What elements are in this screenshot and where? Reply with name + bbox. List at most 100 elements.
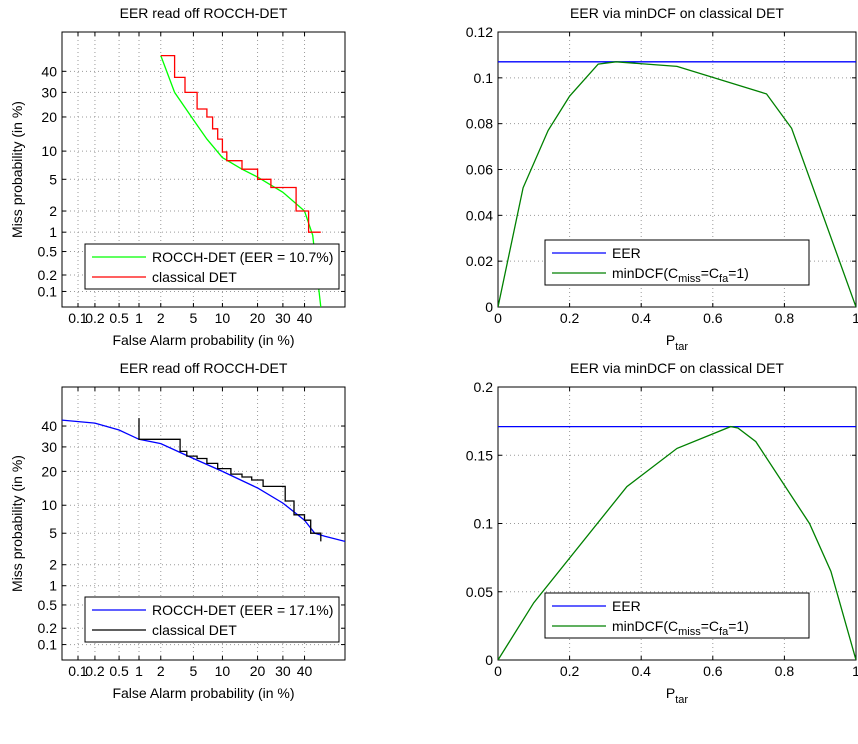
x-tick-label: 20 — [250, 663, 266, 679]
x-tick-label: 0.4 — [631, 310, 651, 326]
x-tick-label: 40 — [297, 310, 313, 326]
legend: ROCCH-DET (EER = 10.7%) classical DET — [84, 243, 340, 290]
y-tick-label: 5 — [49, 171, 57, 187]
x-tick-label: 0.2 — [85, 663, 105, 679]
y-tick-label: 2 — [49, 557, 57, 573]
x-tick-label: 1 — [852, 663, 858, 679]
legend-label: minDCF(Cmiss=Cfa=1) — [612, 265, 749, 285]
legend: EER minDCF(Cmiss=Cfa=1) — [544, 592, 810, 639]
x-tick-label: 10 — [215, 310, 231, 326]
x-tick-label: 10 — [215, 663, 231, 679]
series-line-2 — [160, 54, 321, 233]
legend-label: ROCCH-DET (EER = 17.1%) — [152, 602, 333, 618]
legend-text-part: =1) — [728, 265, 749, 281]
x-tick-label: 2 — [157, 310, 165, 326]
x-tick-label: 0.8 — [775, 663, 795, 679]
x-tick-label: 5 — [190, 663, 198, 679]
legend-text-part: ROCCH-DET (EER = 10.7%) — [152, 249, 333, 265]
series-line-2 — [138, 418, 322, 542]
y-tick-label: 5 — [49, 525, 57, 541]
y-tick-label: 0 — [485, 299, 493, 315]
x-tick-label: 1 — [135, 663, 143, 679]
legend-text-part: EER — [612, 245, 641, 261]
x-axis-label: False Alarm probability (in %) — [112, 685, 294, 701]
legend-text-part: =1) — [728, 618, 749, 634]
y-tick-label: 0.1 — [38, 283, 58, 299]
y-tick-label: 0 — [485, 652, 493, 668]
chart-2: 0 0.2 0.4 0.6 0.8 1 0 0.02 0.04 0.06 0.08 0.1 0.12 EE… — [466, 5, 858, 353]
y-tick-label: 30 — [41, 439, 57, 455]
y-tick-label: 30 — [41, 84, 57, 100]
y-tick-label: 0.1 — [474, 70, 494, 86]
x-tick-label: 0 — [494, 663, 502, 679]
legend-text-part: miss — [678, 273, 701, 285]
y-tick-label: 2 — [49, 203, 57, 219]
y-tick-label: 1 — [49, 578, 57, 594]
legend-label: classical DET — [152, 269, 237, 285]
legend-box — [84, 243, 340, 290]
x-axis-label: Ptar — [666, 685, 689, 706]
y-tick-label: 0.06 — [466, 162, 493, 178]
x-axis-label-sub: tar — [675, 341, 688, 353]
x-tick-label: 0.6 — [703, 663, 723, 679]
y-axis-label: Miss probability (in %) — [9, 455, 25, 592]
legend: ROCCH-DET (EER = 17.1%) classical DET — [84, 596, 340, 643]
series-line-2 — [498, 61, 856, 307]
legend-text-part: miss — [678, 626, 701, 638]
y-axis-label: Miss probability (in %) — [9, 101, 25, 238]
y-tick-label: 0.08 — [466, 116, 493, 132]
x-tick-label: 30 — [275, 663, 291, 679]
plot-area — [61, 386, 346, 661]
legend: EER minDCF(Cmiss=Cfa=1) — [544, 239, 810, 286]
y-tick-label: 0.2 — [38, 620, 58, 636]
grid — [498, 387, 856, 660]
x-axis-label-main: P — [666, 685, 675, 701]
legend-label: classical DET — [152, 622, 237, 638]
legend-text-part: =C — [701, 618, 719, 634]
x-axis-label-main: False Alarm probability (in %) — [112, 685, 294, 701]
x-axis-label-main: P — [666, 332, 675, 348]
x-tick-label: 5 — [190, 310, 198, 326]
grid — [62, 387, 345, 660]
y-tick-label: 0.2 — [474, 379, 494, 395]
legend-text-part: EER — [612, 598, 641, 614]
legend-text-part: fa — [719, 273, 729, 285]
chart-title: EER read off ROCCH-DET — [120, 360, 288, 376]
y-tick-label: 0.5 — [38, 244, 58, 260]
x-tick-label: 0.5 — [109, 310, 129, 326]
y-tick-label: 0.04 — [466, 207, 493, 223]
legend-label: EER — [612, 245, 641, 261]
x-tick-label: 0.1 — [68, 310, 88, 326]
y-tick-label: 0.1 — [474, 516, 494, 532]
x-axis-label: False Alarm probability (in %) — [112, 332, 294, 348]
x-tick-label: 0.4 — [631, 663, 651, 679]
y-tick-label: 0.2 — [38, 267, 58, 283]
y-tick-label: 10 — [41, 143, 57, 159]
chart-title: EER via minDCF on classical DET — [570, 360, 784, 376]
legend-box — [84, 596, 340, 643]
plot-area — [61, 31, 346, 308]
legend-text-part: minDCF(C — [612, 618, 678, 634]
y-tick-label: 0.5 — [38, 597, 58, 613]
legend-text-part: classical DET — [152, 269, 237, 285]
y-tick-label: 0.02 — [466, 253, 493, 269]
series-line-1 — [62, 419, 345, 543]
y-tick-label: 20 — [41, 463, 57, 479]
legend-text-part: minDCF(C — [612, 265, 678, 281]
x-tick-label: 0.1 — [68, 663, 88, 679]
x-tick-label: 0.5 — [109, 663, 129, 679]
y-tick-label: 1 — [49, 224, 57, 240]
x-axis-label: Ptar — [666, 332, 689, 353]
legend-label: minDCF(Cmiss=Cfa=1) — [612, 618, 749, 638]
x-tick-label: 20 — [250, 310, 266, 326]
x-tick-label: 0.2 — [560, 310, 580, 326]
y-tick-label: 40 — [41, 63, 57, 79]
x-axis-label-main: False Alarm probability (in %) — [112, 332, 294, 348]
x-tick-label: 1 — [852, 310, 858, 326]
legend-text-part: fa — [719, 626, 729, 638]
x-tick-label: 0.2 — [560, 663, 580, 679]
legend-label: ROCCH-DET (EER = 10.7%) — [152, 249, 333, 265]
series-line-2 — [498, 425, 856, 660]
x-tick-label: 1 — [135, 310, 143, 326]
